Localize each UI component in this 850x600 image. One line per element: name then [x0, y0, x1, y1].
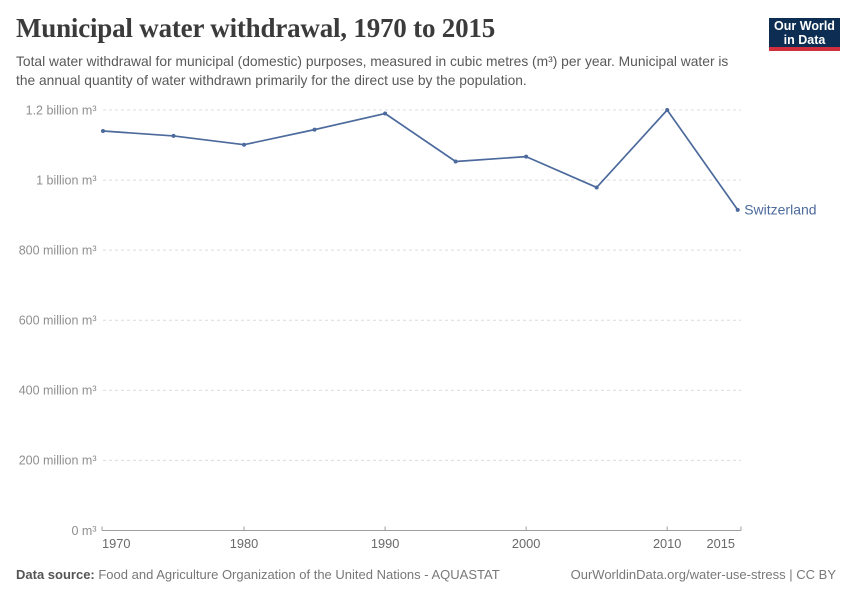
x-axis-tick-label: 2015: [707, 536, 735, 551]
y-axis-tick-label: 600 million m³: [19, 314, 97, 328]
chart-subtitle: Total water withdrawal for municipal (do…: [16, 54, 729, 89]
owid-logo-line2: in Data: [783, 32, 826, 47]
owid-logo-line1: Our World: [774, 18, 835, 33]
series-line-switzerland: [102, 109, 739, 211]
owid-logo: Our World in Data: [769, 18, 840, 51]
page-title: Municipal water withdrawal, 1970 to 2015: [16, 13, 495, 43]
x-axis-tick-label: 1980: [230, 536, 258, 551]
x-axis-tick-label: 2000: [512, 536, 540, 551]
data-point-1985: [312, 127, 317, 132]
data-point-1990: [383, 111, 388, 116]
data-point-1975: [171, 133, 176, 138]
data-source-note: Data source: Food and Agriculture Organi…: [16, 567, 500, 582]
y-axis-tick-label: 0 m³: [72, 524, 97, 538]
x-axis-tick-label: 2010: [653, 536, 681, 551]
x-axis-tick-label: 1970: [102, 536, 130, 551]
data-point-2005: [594, 185, 599, 190]
chart-footer: Data source: Food and Agriculture Organi…: [16, 567, 836, 582]
y-axis-tick-label: 200 million m³: [19, 454, 97, 468]
footer-license-url: OurWorldinData.org/water-use-stress | CC…: [570, 567, 836, 582]
x-axis-tick-label: 1990: [371, 536, 399, 551]
series-end-label: Switzerland: [744, 202, 816, 218]
data-point-1970: [101, 129, 105, 134]
data-point-2000: [524, 154, 529, 159]
y-axis-tick-label: 1.2 billion m³: [26, 103, 97, 117]
data-point-1980: [242, 142, 247, 147]
y-axis-tick-label: 400 million m³: [19, 384, 97, 398]
data-point-2010: [665, 108, 670, 112]
y-axis-tick-label: 800 million m³: [19, 243, 97, 257]
data-source-text: Food and Agriculture Organization of the…: [94, 567, 500, 582]
data-point-2015: [735, 207, 740, 212]
y-axis-tick-label: 1 billion m³: [36, 173, 96, 187]
data-point-1995: [453, 159, 458, 164]
data-source-label: Data source:: [16, 567, 95, 582]
